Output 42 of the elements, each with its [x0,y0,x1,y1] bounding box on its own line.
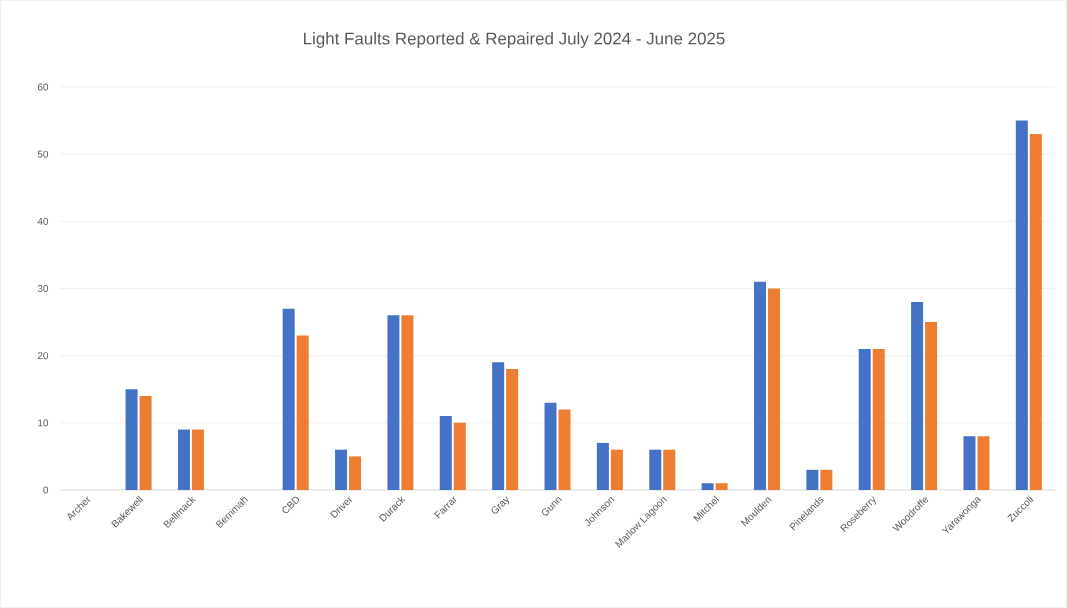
bar [125,389,138,490]
bar [492,362,505,490]
bar [401,315,414,490]
bar [925,322,938,490]
bar [963,436,976,490]
bar [977,436,990,490]
bar [191,429,204,490]
bar [139,395,152,490]
bar [349,456,362,490]
bar [439,416,452,490]
bar [649,449,662,490]
bar [820,469,833,490]
bar [610,449,623,490]
bar [753,281,766,490]
y-tick-label: 30 [37,284,49,293]
y-tick-label: 0 [43,486,49,494]
bar [1029,134,1042,490]
chart-title: Light Faults Reported & Repaired July 2024 - June 2025 [304,32,725,48]
bar [506,369,519,490]
y-tick-label: 10 [38,419,49,427]
bar [335,449,348,490]
bar [715,483,728,490]
bar [558,409,571,490]
bar [544,402,557,490]
bar [806,469,819,490]
bar [701,483,714,490]
bar [1015,120,1028,490]
y-tick-label: 20 [37,352,49,360]
bar [767,288,780,490]
bar [663,449,676,490]
bar [387,315,400,490]
y-tick-label: 40 [37,217,49,225]
bar [296,335,309,490]
bar [453,422,466,490]
y-tick-label: 50 [37,150,49,158]
bar [858,348,871,490]
bar [282,308,295,490]
bar [596,442,609,490]
bar [911,301,924,490]
bar [177,429,190,490]
bar [872,348,885,490]
y-tick-label: 60 [37,83,49,91]
